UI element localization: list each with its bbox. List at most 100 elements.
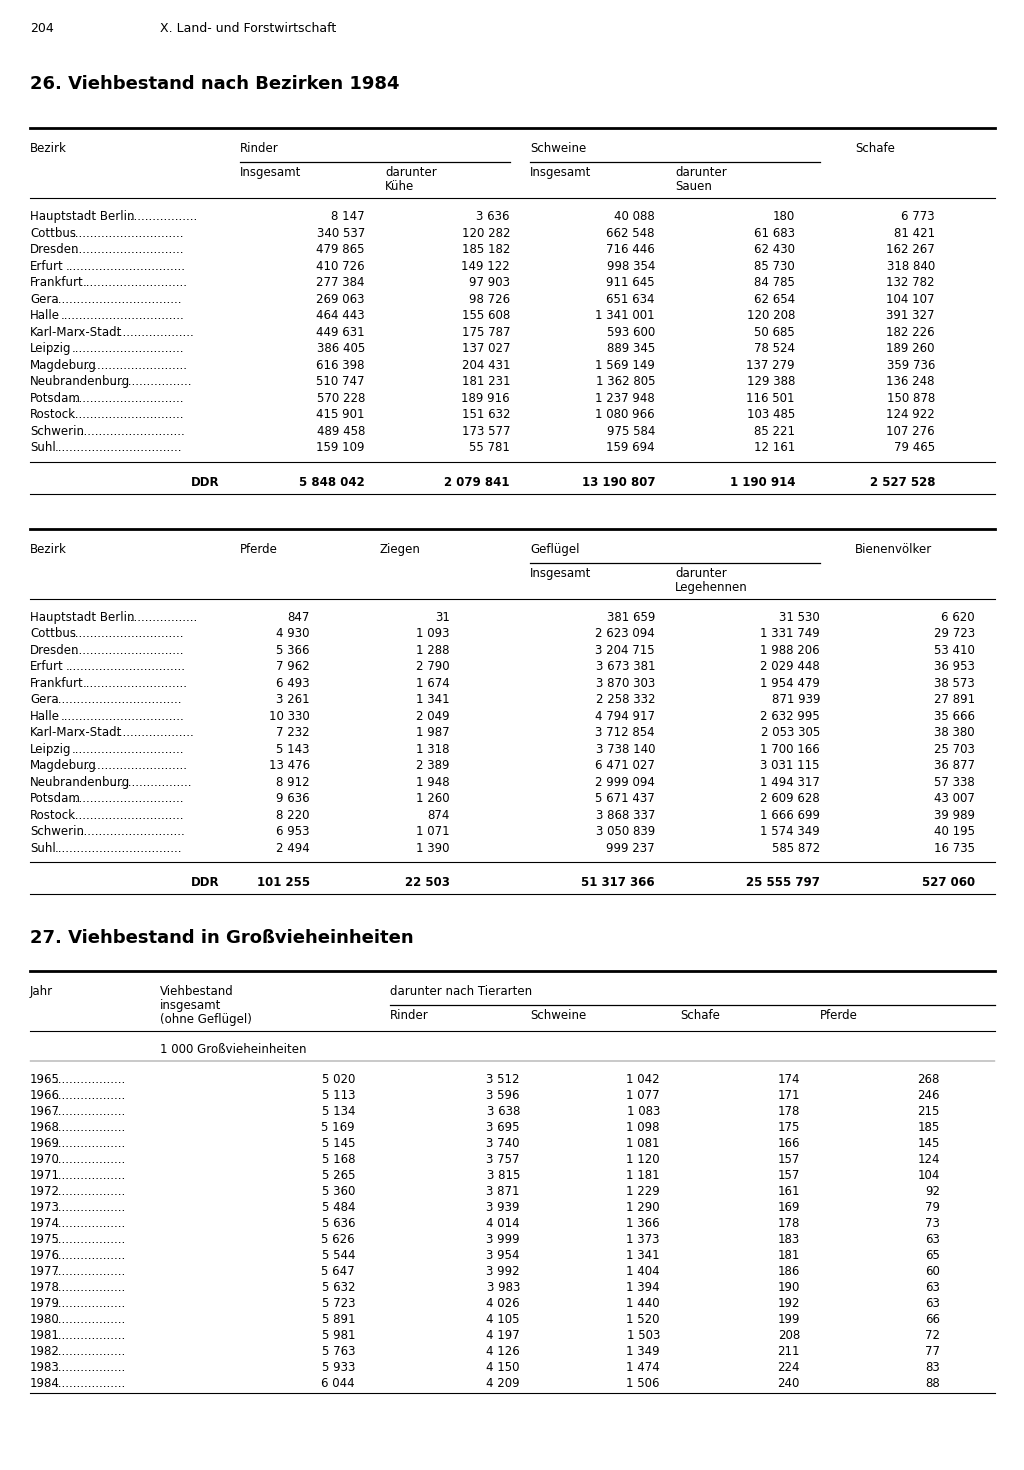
Text: 5 647: 5 647 (322, 1266, 355, 1277)
Text: 7 232: 7 232 (276, 726, 310, 739)
Text: ..............................: .............................. (72, 809, 184, 822)
Text: .............................: ............................. (77, 425, 185, 438)
Text: ..............................: .............................. (72, 742, 184, 756)
Text: 2 790: 2 790 (417, 660, 450, 673)
Text: 1 260: 1 260 (417, 792, 450, 806)
Text: 190: 190 (777, 1280, 800, 1294)
Text: Viehbestand: Viehbestand (160, 985, 233, 998)
Text: darunter: darunter (675, 566, 727, 579)
Text: 3 757: 3 757 (486, 1152, 520, 1166)
Text: 651 634: 651 634 (606, 293, 655, 306)
Text: ...................: ................... (55, 1136, 126, 1150)
Text: 489 458: 489 458 (316, 425, 365, 438)
Text: 38 573: 38 573 (934, 676, 975, 689)
Text: 53 410: 53 410 (934, 644, 975, 657)
Text: 1 349: 1 349 (627, 1345, 660, 1358)
Text: ..................................: .................................. (55, 692, 182, 706)
Text: 1976: 1976 (30, 1250, 60, 1263)
Text: 1 341 001: 1 341 001 (595, 309, 655, 322)
Text: 137 279: 137 279 (746, 359, 795, 372)
Text: ...................: ................... (127, 610, 198, 623)
Text: ...................: ................... (55, 1233, 126, 1247)
Text: 1 503: 1 503 (627, 1329, 660, 1342)
Text: 10 330: 10 330 (269, 710, 310, 722)
Text: 98 726: 98 726 (469, 293, 510, 306)
Text: 5 366: 5 366 (276, 644, 310, 657)
Text: 43 007: 43 007 (934, 792, 975, 806)
Text: 35 666: 35 666 (934, 710, 975, 722)
Text: 175 787: 175 787 (462, 325, 510, 338)
Text: 911 645: 911 645 (606, 276, 655, 290)
Text: darunter nach Tierarten: darunter nach Tierarten (390, 985, 532, 998)
Text: 3 512: 3 512 (486, 1073, 520, 1086)
Text: 1 290: 1 290 (627, 1201, 660, 1214)
Text: 62 654: 62 654 (754, 293, 795, 306)
Text: 120 208: 120 208 (746, 309, 795, 322)
Text: 2 999 094: 2 999 094 (595, 776, 655, 788)
Text: 174: 174 (777, 1073, 800, 1086)
Text: Jahr: Jahr (30, 985, 53, 998)
Text: Erfurt: Erfurt (30, 260, 63, 272)
Text: 5 168: 5 168 (322, 1152, 355, 1166)
Text: 1 574 349: 1 574 349 (760, 825, 820, 838)
Text: 81 421: 81 421 (894, 226, 935, 240)
Text: 1 390: 1 390 (417, 841, 450, 854)
Text: 182 226: 182 226 (887, 325, 935, 338)
Text: Schafe: Schafe (855, 143, 895, 154)
Text: 240: 240 (777, 1377, 800, 1391)
Text: 180: 180 (773, 210, 795, 223)
Text: 27 891: 27 891 (934, 692, 975, 706)
Text: 162 267: 162 267 (886, 243, 935, 256)
Text: 570 228: 570 228 (316, 391, 365, 404)
Text: 8 220: 8 220 (276, 809, 310, 822)
Text: 5 671 437: 5 671 437 (595, 792, 655, 806)
Text: 129 388: 129 388 (746, 375, 795, 388)
Text: 5 265: 5 265 (322, 1169, 355, 1182)
Text: 1 520: 1 520 (627, 1313, 660, 1326)
Text: 31: 31 (435, 610, 450, 623)
Text: 889 345: 889 345 (607, 343, 655, 354)
Text: 189 260: 189 260 (887, 343, 935, 354)
Text: ...................: ................... (55, 1152, 126, 1166)
Text: ..............................: .............................. (72, 628, 184, 639)
Text: ............................: ............................ (83, 676, 187, 689)
Text: 136 248: 136 248 (887, 375, 935, 388)
Text: 60: 60 (925, 1266, 940, 1277)
Text: Hauptstadt Berlin: Hauptstadt Berlin (30, 610, 134, 623)
Text: ..............................: .............................. (72, 644, 184, 657)
Text: 185 182: 185 182 (462, 243, 510, 256)
Text: 25 703: 25 703 (934, 742, 975, 756)
Text: 3 695: 3 695 (486, 1122, 520, 1133)
Text: 3 712 854: 3 712 854 (595, 726, 655, 739)
Text: Halle: Halle (30, 309, 60, 322)
Text: Potsdam: Potsdam (30, 792, 81, 806)
Text: 998 354: 998 354 (606, 260, 655, 272)
Text: 149 122: 149 122 (461, 260, 510, 272)
Text: ................................: ................................ (66, 260, 186, 272)
Text: 5 632: 5 632 (322, 1280, 355, 1294)
Text: Ziegen: Ziegen (380, 542, 421, 556)
Text: 1 988 206: 1 988 206 (761, 644, 820, 657)
Text: 5 626: 5 626 (322, 1233, 355, 1247)
Text: 215: 215 (918, 1105, 940, 1119)
Text: Neubrandenburg: Neubrandenburg (30, 776, 130, 788)
Text: 1 404: 1 404 (627, 1266, 660, 1277)
Text: 1 987: 1 987 (417, 726, 450, 739)
Text: 5 360: 5 360 (322, 1185, 355, 1198)
Text: 5 723: 5 723 (322, 1297, 355, 1310)
Text: 1 341: 1 341 (627, 1250, 660, 1263)
Text: Insgesamt: Insgesamt (240, 166, 301, 179)
Text: ...................: ................... (55, 1073, 126, 1086)
Text: .....................: ..................... (116, 325, 195, 338)
Text: Schafe: Schafe (680, 1008, 720, 1022)
Text: ...................: ................... (55, 1089, 126, 1102)
Text: 2 632 995: 2 632 995 (760, 710, 820, 722)
Text: ...................: ................... (55, 1280, 126, 1294)
Text: 3 738 140: 3 738 140 (596, 742, 655, 756)
Text: 208: 208 (778, 1329, 800, 1342)
Text: 1980: 1980 (30, 1313, 59, 1326)
Text: 2 609 628: 2 609 628 (760, 792, 820, 806)
Text: 4 026: 4 026 (486, 1297, 520, 1310)
Text: 847: 847 (288, 610, 310, 623)
Text: 1 366: 1 366 (627, 1217, 660, 1230)
